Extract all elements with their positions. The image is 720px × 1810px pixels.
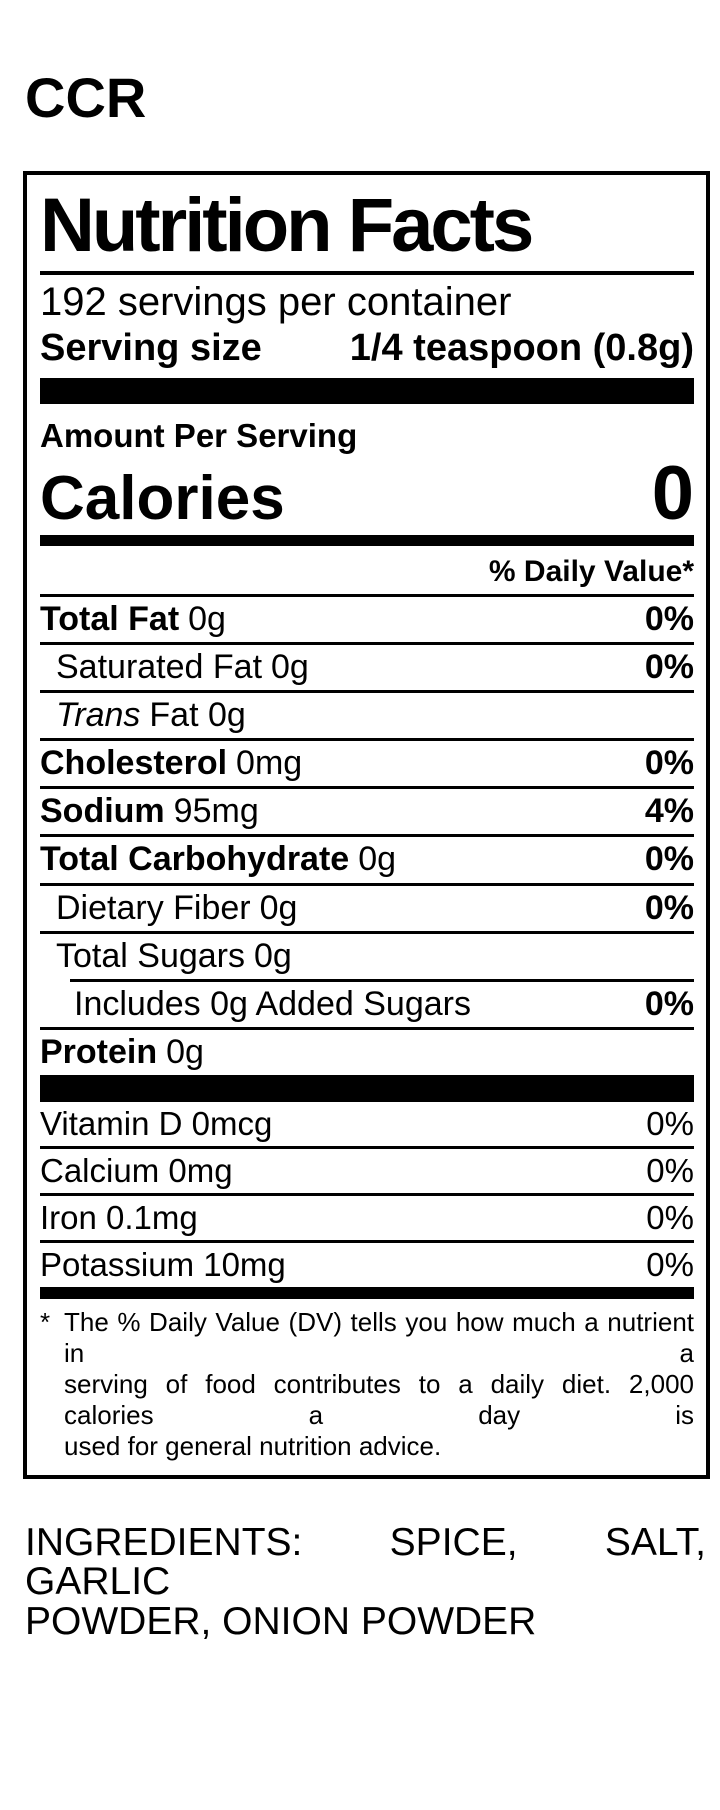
vitamin-dv: 0% xyxy=(646,1151,694,1189)
nutrient-name-amount: Saturated Fat 0g xyxy=(56,648,309,687)
nutrient-amount: 0g xyxy=(358,840,397,879)
serving-size-label: Serving size xyxy=(40,326,262,369)
nutrient-name: Protein xyxy=(40,1032,158,1071)
amount-per-serving-label: Amount Per Serving xyxy=(40,417,358,455)
vitamin-row-potassium: Potassium 10mg 0% xyxy=(40,1243,694,1287)
nutrient-amount: 0g xyxy=(259,888,298,927)
nutrient-name: Total Carbohydrate xyxy=(40,840,350,879)
nutrient-dv: 4% xyxy=(644,792,694,831)
vitamin-name: Vitamin D 0mcg xyxy=(40,1104,273,1142)
calories-value: 0 xyxy=(651,450,694,536)
nutrient-name: Saturated Fat xyxy=(56,648,263,687)
nutrient-row-trans-fat: Trans Fat 0g xyxy=(40,693,694,742)
nutrient-row-dietary-fiber: Dietary Fiber 0g 0% xyxy=(40,886,694,934)
calories-divider xyxy=(40,534,694,546)
nutrient-name: Cholesterol xyxy=(40,744,228,783)
nutrient-dv: 0% xyxy=(644,599,694,638)
nutrient-name-amount: Protein 0g xyxy=(40,1033,204,1072)
nutrient-name: Sodium xyxy=(40,792,165,831)
daily-value-header: % Daily Value* xyxy=(40,546,694,597)
vitamin-dv: 0% xyxy=(646,1104,694,1142)
nutrient-name: Dietary Fiber xyxy=(56,888,251,927)
daily-value-footnote: * The % Daily Value (DV) tells you how m… xyxy=(40,1299,694,1475)
nutrient-name-amount: Total Sugars 0g xyxy=(56,937,292,976)
separator-bar-middle xyxy=(40,1074,694,1102)
separator-bar-bottom xyxy=(40,1286,694,1299)
footnote-text: The % Daily Value (DV) tells you how muc… xyxy=(64,1307,694,1463)
nutrient-amount: 0mg xyxy=(236,744,303,783)
vitamin-row-iron: Iron 0.1mg 0% xyxy=(40,1196,694,1243)
vitamin-dv: 0% xyxy=(646,1245,694,1283)
nutrient-dv: 0% xyxy=(644,840,694,879)
nutrient-row-protein: Protein 0g xyxy=(40,1026,694,1075)
nutrient-amount: 0g xyxy=(188,599,226,638)
nutrient-amount: 95mg xyxy=(173,792,259,831)
serving-size-row: Serving size 1/4 teaspoon (0.8g) xyxy=(40,327,694,371)
nutrient-row-total-sugars: Total Sugars 0g xyxy=(40,934,694,979)
nutrient-dv: 0% xyxy=(644,744,694,783)
vitamin-name: Potassium 10mg xyxy=(40,1245,286,1283)
servings-per-container: 192 servings per container xyxy=(40,279,512,324)
vitamin-row-calcium: Calcium 0mg 0% xyxy=(40,1149,694,1196)
added-sugars-wrap: Includes 0g Added Sugars 0% xyxy=(70,978,694,1027)
footnote-line: The % Daily Value (DV) tells you how muc… xyxy=(64,1306,694,1368)
page: { "brand": "CCR", "label": { "title": "N… xyxy=(0,70,720,1810)
vitamin-name: Iron 0.1mg xyxy=(40,1198,198,1236)
nutrient-row-cholesterol: Cholesterol 0mg 0% xyxy=(40,741,694,790)
nutrient-row-added-sugars: Includes 0g Added Sugars 0% xyxy=(70,982,694,1027)
nutrient-amount: Fat 0g xyxy=(149,696,246,735)
ingredients-statement: INGREDIENTS: SPICE, SALT, GARLIC POWDER,… xyxy=(25,1520,706,1644)
nutrient-name-amount: Total Carbohydrate 0g xyxy=(40,840,396,879)
footnote-line: used for general nutrition advice. xyxy=(64,1431,442,1462)
nutrient-name-amount: Total Fat 0g xyxy=(40,600,226,639)
footnote-asterisk: * xyxy=(40,1306,51,1337)
nutrient-row-total-carbohydrate: Total Carbohydrate 0g 0% xyxy=(40,837,694,886)
nutrient-name: Total Sugars xyxy=(56,936,245,975)
nutrient-name-amount: Trans Fat 0g xyxy=(56,696,246,735)
nutrient-name: Trans xyxy=(56,696,141,735)
vitamin-name: Calcium 0mg xyxy=(40,1151,233,1189)
nutrient-name-amount: Includes 0g Added Sugars xyxy=(74,985,480,1024)
nutrient-amount: 0g xyxy=(271,648,309,687)
ingredients-line: POWDER, ONION POWDER xyxy=(25,1600,537,1644)
nutrient-row-saturated-fat: Saturated Fat 0g 0% xyxy=(40,645,694,694)
nutrient-name: Includes 0g Added Sugars xyxy=(74,984,471,1023)
nutrient-name-amount: Cholesterol 0mg xyxy=(40,744,302,783)
nutrient-dv: 0% xyxy=(644,648,694,687)
nutrient-name: Total Fat xyxy=(40,599,180,638)
nutrient-row-total-fat: Total Fat 0g 0% xyxy=(40,597,694,646)
calories-label: Calories xyxy=(40,463,285,533)
nutrient-amount: 0g xyxy=(166,1032,204,1071)
nutrient-dv: 0% xyxy=(644,888,694,927)
calories-row: Calories 0 xyxy=(40,450,694,536)
vitamin-dv: 0% xyxy=(646,1198,694,1236)
nutrient-amount: 0g xyxy=(254,936,292,975)
nutrient-name-amount: Sodium 95mg xyxy=(40,792,259,831)
nutrition-facts-title: Nutrition Facts xyxy=(40,187,694,275)
nutrition-facts-panel: Nutrition Facts 192 servings per contain… xyxy=(23,171,710,1479)
serving-size-value: 1/4 teaspoon (0.8g) xyxy=(349,326,694,369)
footnote-line: serving of food contributes to a daily d… xyxy=(64,1369,694,1431)
vitamin-row-vitamin-d: Vitamin D 0mcg 0% xyxy=(40,1102,694,1149)
nutrient-dv: 0% xyxy=(644,984,694,1023)
nutrient-name-amount: Dietary Fiber 0g xyxy=(56,889,297,928)
ingredients-line: INGREDIENTS: SPICE, SALT, GARLIC xyxy=(25,1520,706,1604)
nutrient-row-sodium: Sodium 95mg 4% xyxy=(40,789,694,838)
brand-title: CCR xyxy=(25,66,147,129)
separator-bar-top xyxy=(40,378,694,405)
